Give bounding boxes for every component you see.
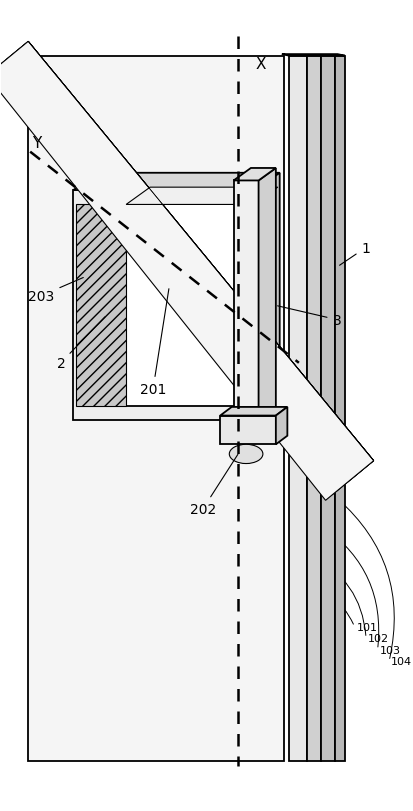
Polygon shape — [258, 169, 275, 421]
Text: 1: 1 — [339, 242, 369, 266]
Polygon shape — [220, 416, 275, 444]
Text: 104: 104 — [390, 656, 411, 667]
Polygon shape — [0, 42, 373, 496]
Polygon shape — [306, 57, 320, 761]
Text: 202: 202 — [189, 455, 237, 517]
Polygon shape — [289, 57, 306, 761]
Polygon shape — [73, 191, 255, 421]
Polygon shape — [0, 42, 373, 500]
Text: 3: 3 — [277, 307, 340, 327]
Polygon shape — [233, 169, 275, 181]
Polygon shape — [22, 42, 373, 479]
Text: 102: 102 — [367, 633, 388, 643]
Polygon shape — [233, 181, 258, 421]
Polygon shape — [281, 55, 344, 57]
Text: 203: 203 — [28, 278, 83, 303]
Polygon shape — [28, 42, 373, 461]
Polygon shape — [275, 407, 287, 444]
Polygon shape — [220, 407, 287, 416]
Polygon shape — [73, 174, 279, 191]
Polygon shape — [28, 42, 373, 461]
Text: X: X — [255, 57, 266, 72]
Text: Y: Y — [32, 135, 41, 150]
Text: 103: 103 — [379, 645, 399, 655]
Polygon shape — [28, 57, 284, 761]
Polygon shape — [76, 205, 126, 406]
Polygon shape — [28, 42, 373, 466]
Polygon shape — [126, 205, 253, 406]
Polygon shape — [6, 42, 373, 483]
Text: 201: 201 — [140, 290, 169, 397]
Polygon shape — [126, 188, 277, 205]
Polygon shape — [335, 57, 344, 761]
Polygon shape — [28, 42, 373, 461]
Polygon shape — [320, 57, 335, 761]
Ellipse shape — [229, 444, 262, 464]
Text: 101: 101 — [356, 622, 377, 632]
Polygon shape — [2, 42, 373, 491]
Polygon shape — [255, 174, 279, 421]
Text: 2: 2 — [57, 317, 105, 371]
